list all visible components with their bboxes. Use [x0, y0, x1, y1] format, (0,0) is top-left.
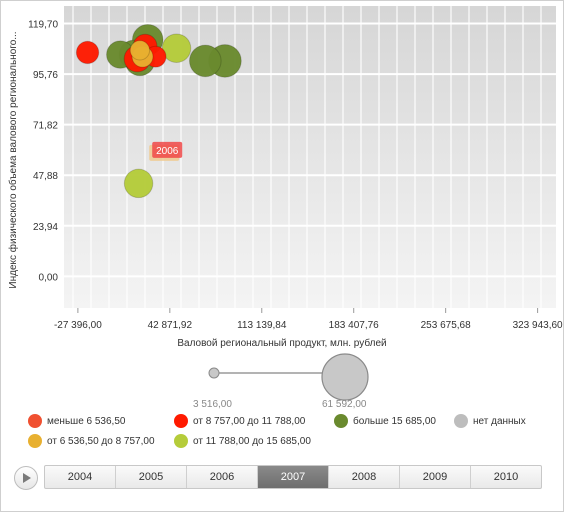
y-tick-label: 119,70 [28, 20, 58, 31]
x-tick-label: 253 675,68 [421, 320, 471, 331]
legend-item-no-data[interactable]: нет данных [454, 414, 526, 428]
legend-dot [334, 414, 348, 428]
x-tick-label: 323 943,60 [513, 320, 563, 331]
legend-dot [174, 434, 188, 448]
x-tick-label: 183 407,76 [329, 320, 379, 331]
legend-dot [174, 414, 188, 428]
legend-dot [28, 434, 42, 448]
x-tick-label: 42 871,92 [148, 320, 193, 331]
legend-dot [28, 414, 42, 428]
year-tab-2005[interactable]: 2005 [116, 466, 187, 488]
x-axis-ticks: -27 396,00 42 871,92 113 139,84 183 407,76 2… [54, 308, 563, 331]
bubble[interactable] [188, 44, 222, 78]
legend-label: больше 15 685,00 [353, 415, 436, 427]
legend-label: от 8 757,00 до 11 788,00 [193, 415, 306, 427]
y-axis-ticks: 0,00 23,94 47,88 71,82 95,76 119,70 [28, 20, 58, 284]
y-tick-label: 95,76 [33, 70, 58, 81]
year-tab-2009[interactable]: 2009 [400, 466, 471, 488]
bubble[interactable] [129, 40, 151, 61]
bubble[interactable] [75, 40, 100, 65]
size-legend-min-label: 3 516,00 [193, 399, 232, 410]
year-tab-2006[interactable]: 2006 [187, 466, 258, 488]
year-tab-2008[interactable]: 2008 [329, 466, 400, 488]
bubbles [75, 23, 242, 199]
legend-item-8757-11788[interactable]: от 8 757,00 до 11 788,00 [174, 414, 305, 428]
y-tick-label: 23,94 [33, 222, 58, 233]
year-annotation: 2006 [149, 141, 183, 161]
timeline: 2004 2005 2006 2007 2008 2009 2010 [14, 464, 542, 490]
x-tick-label: -27 396,00 [54, 320, 102, 331]
annotation-box [152, 141, 183, 158]
legend-label: нет данных [473, 415, 526, 427]
legend-item-more-15685[interactable]: больше 15 685,00 [334, 414, 436, 428]
legend-item-11788-15685[interactable]: от 11 788,00 до 15 685,00 [174, 434, 311, 448]
y-axis-title: Индекс физического объема валового регио… [7, 31, 19, 288]
y-tick-label: 47,88 [33, 171, 58, 182]
legend-label: меньше 6 536,50 [47, 415, 126, 427]
legend-item-less-6536[interactable]: меньше 6 536,50 [28, 414, 125, 428]
play-button[interactable] [14, 466, 38, 490]
play-icon [23, 473, 31, 483]
legend-dot [454, 414, 468, 428]
year-slider[interactable]: 2004 2005 2006 2007 2008 2009 2010 [44, 465, 542, 489]
legend-label: от 6 536,50 до 8 757,00 [47, 435, 155, 447]
y-tick-label: 71,82 [33, 121, 58, 132]
x-tick-label: 113 139,84 [237, 320, 287, 331]
legend-item-6536-8757[interactable]: от 6 536,50 до 8 757,00 [28, 434, 155, 448]
year-tab-2007[interactable]: 2007 [258, 466, 329, 488]
y-tick-label: 0,00 [39, 272, 59, 283]
bubble[interactable] [123, 168, 154, 199]
bubble[interactable] [161, 33, 192, 64]
year-tab-2004[interactable]: 2004 [45, 466, 116, 488]
x-axis-title: Валовой региональный продукт, млн. рубле… [177, 337, 386, 349]
size-legend-max-label: 61 592,00 [322, 399, 367, 410]
legend-label: от 11 788,00 до 15 685,00 [193, 435, 311, 447]
year-tab-2010[interactable]: 2010 [493, 471, 519, 483]
annotation-label: 2006 [156, 146, 179, 157]
